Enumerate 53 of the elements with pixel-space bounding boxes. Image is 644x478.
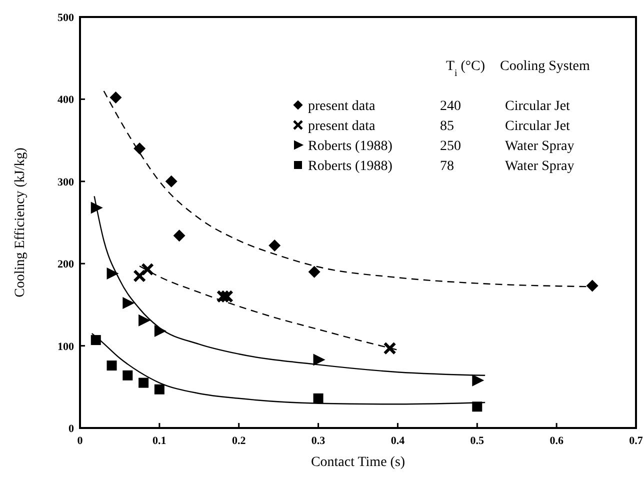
point <box>141 262 154 276</box>
point <box>220 290 234 303</box>
x-tick-label: 0.5 <box>470 435 485 447</box>
point <box>173 230 186 242</box>
point <box>165 175 178 188</box>
point <box>106 267 119 280</box>
point <box>268 240 281 252</box>
y-tick-label: 0 <box>68 423 74 435</box>
annotation: Cooling System <box>500 59 590 74</box>
point <box>106 360 117 371</box>
point <box>138 314 151 326</box>
legend-label: present data <box>308 119 376 134</box>
point <box>308 266 320 278</box>
point <box>134 142 146 155</box>
annotation: Water Spray <box>505 159 574 174</box>
point <box>383 342 396 355</box>
y-tick-label: 200 <box>58 258 74 271</box>
x-tick-label: 0 <box>77 435 84 447</box>
point <box>110 92 122 104</box>
annotation: Circular Jet <box>505 119 570 134</box>
x-tick-label: 0.6 <box>550 435 564 447</box>
point <box>313 354 326 366</box>
point <box>122 370 133 380</box>
y-axis-title: Cooling Efficiency (kJ/kg) <box>13 147 28 298</box>
y-tick-label: 400 <box>58 94 74 106</box>
x-tick-label: 0.4 <box>390 435 406 447</box>
point <box>313 393 324 404</box>
point <box>122 297 135 310</box>
point <box>586 280 598 292</box>
annotation: 85 <box>440 119 454 134</box>
y-tick-label: 500 <box>58 12 74 24</box>
x-tick-label: 0.7 <box>629 435 644 447</box>
point <box>90 202 103 214</box>
point <box>472 374 484 386</box>
point <box>154 384 164 394</box>
x-axis-title: Contact Time (s) <box>310 455 406 470</box>
legend-label: Roberts (1988) <box>308 139 393 154</box>
x-tick-label: 0.2 <box>232 435 246 447</box>
annotation: 78 <box>440 159 454 174</box>
annotation: 240 <box>440 99 461 114</box>
annotation: Water Spray <box>505 139 574 154</box>
y-tick-label: 100 <box>58 340 74 353</box>
x-tick-label: 0.3 <box>311 435 326 447</box>
x-tick-label: 0.1 <box>152 435 166 447</box>
point <box>138 378 149 388</box>
legend-title: T$_{i}$ (°C) <box>446 59 486 78</box>
legend-label: Roberts (1988) <box>308 159 393 174</box>
point <box>216 290 230 303</box>
point <box>133 269 146 282</box>
legend-label: present data <box>308 99 376 114</box>
annotation: 250 <box>440 139 461 154</box>
annotation: Circular Jet <box>505 99 570 114</box>
y-tick-label: 300 <box>58 176 74 188</box>
